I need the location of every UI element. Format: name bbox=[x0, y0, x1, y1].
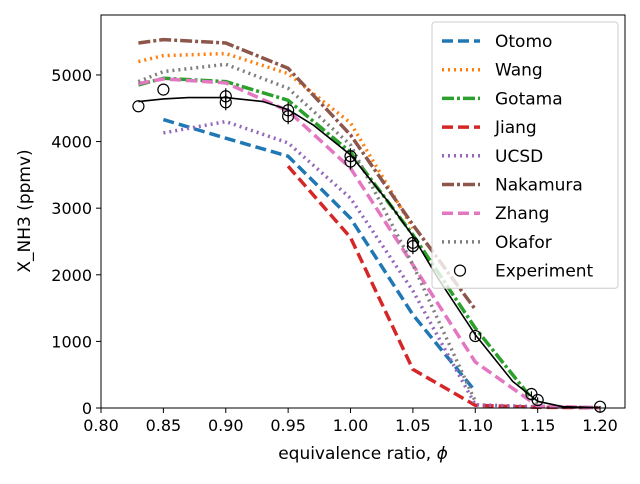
experiment-point bbox=[344, 155, 357, 168]
axes-frame bbox=[100, 14, 626, 409]
experiment-point bbox=[282, 110, 295, 123]
x-tick-label: 0.85 bbox=[146, 416, 182, 435]
experiment-point bbox=[469, 329, 482, 343]
y-axis-label: X_NH3 (ppmv) bbox=[15, 149, 35, 272]
x-axis-label: equivalence ratio, ϕ bbox=[278, 444, 448, 464]
series-line-jiang bbox=[286, 165, 601, 410]
x-tick-label: 1.05 bbox=[395, 416, 431, 435]
legend-box bbox=[431, 21, 619, 289]
y-tick-label: 4000 bbox=[51, 133, 92, 152]
legend-label-okafor: Okafor bbox=[495, 233, 552, 253]
x-tick-label: 0.95 bbox=[270, 416, 306, 435]
series-line-wang bbox=[137, 51, 415, 230]
x-tick-label: 1.15 bbox=[520, 416, 556, 435]
experiment-point bbox=[219, 96, 232, 109]
legend: Otomo Wang Gotama Jiang UCSD Nakamura Zhang Oka… bbox=[431, 21, 619, 289]
legend-label-nakamura: Nakamura bbox=[495, 176, 583, 196]
legend-swatch-experiment bbox=[453, 264, 467, 277]
series-line-okafor bbox=[137, 62, 477, 403]
experiment-point bbox=[531, 393, 544, 407]
experiment-point bbox=[406, 240, 420, 253]
legend-label-wang: Wang bbox=[495, 61, 543, 81]
y-axis: 0 1000 2000 3000 4000 5000 bbox=[51, 66, 101, 418]
x-tick-label: 0.80 bbox=[83, 416, 119, 435]
legend-label-experiment: Experiment bbox=[495, 262, 594, 282]
y-tick-label: 5000 bbox=[51, 66, 92, 85]
x-axis: 0.80 0.85 0.90 0.95 1.00 1.05 1.10 1.15 1.20 bbox=[83, 408, 618, 435]
x-tick-label: 1.20 bbox=[582, 416, 618, 435]
experiment-point bbox=[132, 100, 145, 113]
y-tick-label: 1000 bbox=[51, 332, 92, 351]
legend-label-zhang: Zhang bbox=[495, 204, 549, 224]
y-tick-label: 0 bbox=[82, 399, 92, 418]
series-line-otomo bbox=[162, 117, 477, 393]
legend-label-otomo: Otomo bbox=[495, 32, 552, 52]
y-tick-label: 2000 bbox=[51, 266, 92, 285]
legend-label-ucsd: UCSD bbox=[495, 147, 543, 167]
x-tick-label: 1.10 bbox=[457, 416, 493, 435]
experiment-fit-line bbox=[138, 96, 601, 409]
plot-area bbox=[132, 37, 607, 413]
x-tick-label: 0.90 bbox=[208, 416, 244, 435]
experiment-point bbox=[157, 83, 170, 96]
x-tick-label: 1.00 bbox=[333, 416, 369, 435]
series-line-nakamura bbox=[138, 37, 477, 311]
legend-label-gotama: Gotama bbox=[495, 89, 563, 109]
y-tick-label: 3000 bbox=[51, 199, 92, 218]
legend-label-jiang: Jiang bbox=[494, 118, 537, 138]
